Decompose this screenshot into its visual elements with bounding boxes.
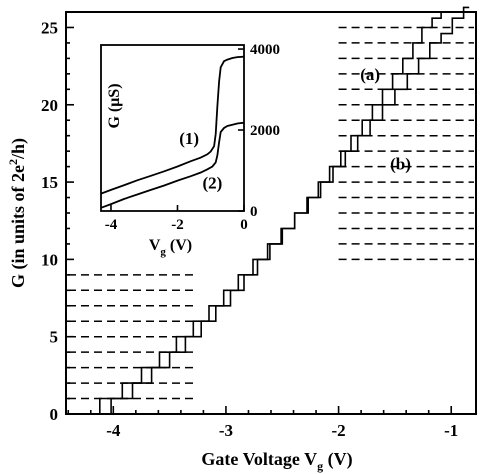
inset-x-tick-label: -4 xyxy=(105,217,118,233)
y-tick-label: 0 xyxy=(50,405,59,424)
inset-series-1-label: (1) xyxy=(179,129,199,148)
inset-plot: (1) (2) -4 -2 00 2000 4000 Vg (V) G (μS) xyxy=(100,42,280,258)
y-tick-label: 20 xyxy=(41,96,58,115)
x-axis-title: Gate Voltage Vg (V) xyxy=(201,449,352,473)
x-tick-label: -4 xyxy=(106,421,121,440)
inset-series-1-line xyxy=(100,55,245,195)
x-tick-label: -1 xyxy=(444,421,458,440)
y-tick-label: 15 xyxy=(41,173,58,192)
inset-series-2-label: (2) xyxy=(202,173,222,192)
x-tick-label: -2 xyxy=(331,421,345,440)
y-axis-title: G (in units of 2e2/h) xyxy=(6,138,29,288)
series-b-line xyxy=(93,6,470,415)
y-tick-label: 5 xyxy=(50,328,59,347)
inset-y-tick-label: 0 xyxy=(250,204,258,220)
y-tick-label: 10 xyxy=(41,250,58,269)
inset-y-tick-label: 4000 xyxy=(250,42,280,58)
inset-series-2-line xyxy=(100,121,245,209)
main-plot: (a) (b) 0 5 10 15 20 25 -4 -3 -2 -1 Gate Voltage Vg … xyxy=(6,6,477,473)
series-b-label: (b) xyxy=(390,155,411,174)
inset-y-axis-title: G (μS) xyxy=(106,83,123,128)
inset-x-axis-title: Vg (V) xyxy=(149,237,192,258)
inset-x-tick-label: -2 xyxy=(171,217,184,233)
y-tick-label: 25 xyxy=(41,18,58,37)
inset-x-tick-label: 0 xyxy=(240,217,248,233)
series-a-line xyxy=(104,11,448,415)
series-a-label: (a) xyxy=(360,65,380,84)
x-tick-label: -3 xyxy=(219,421,233,440)
inset-y-tick-label: 2000 xyxy=(250,123,280,139)
